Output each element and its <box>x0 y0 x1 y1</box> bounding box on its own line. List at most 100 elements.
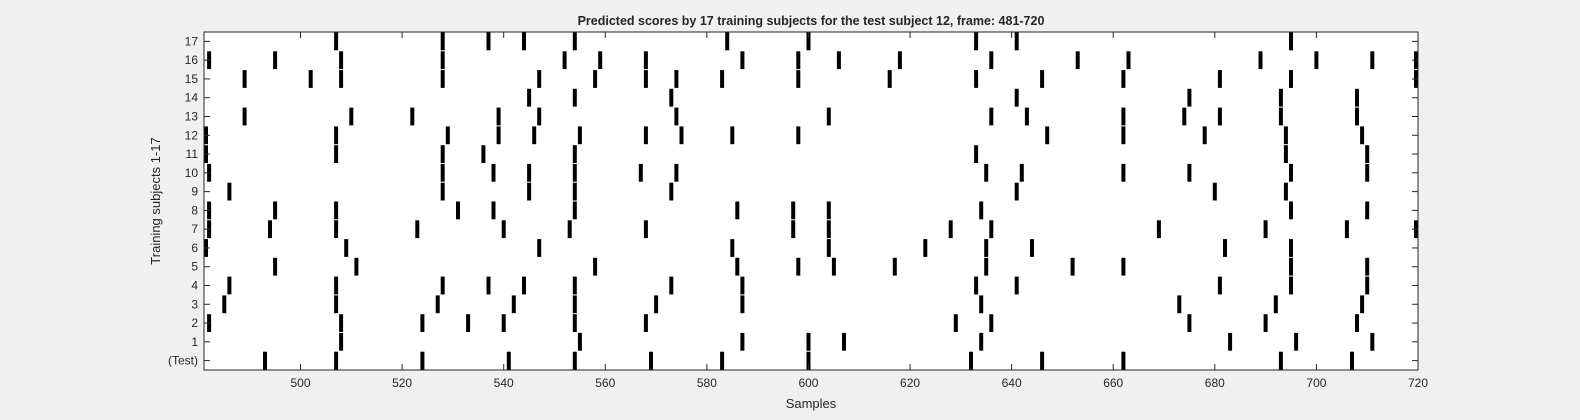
event-bar <box>1278 351 1283 370</box>
event-bar <box>725 32 730 51</box>
event-bar <box>435 295 440 314</box>
event-bar <box>989 107 994 126</box>
event-bar <box>1014 88 1019 107</box>
event-bar <box>1365 201 1370 220</box>
event-bar <box>979 201 984 220</box>
event-bar <box>674 163 679 182</box>
event-bar <box>1121 126 1126 145</box>
event-bar <box>339 51 344 70</box>
event-bar <box>1294 332 1299 351</box>
event-bar <box>486 32 491 51</box>
event-bar <box>669 182 674 201</box>
event-bar <box>440 163 445 182</box>
event-bar <box>593 257 598 276</box>
y-tick-label: 13 <box>185 110 199 124</box>
event-bar <box>791 220 796 239</box>
event-bar <box>1283 182 1288 201</box>
event-bar <box>643 220 648 239</box>
event-bar <box>506 351 511 370</box>
event-bar <box>887 70 892 88</box>
event-bar <box>1187 88 1192 107</box>
event-bar <box>1217 107 1222 126</box>
event-bar <box>222 295 227 314</box>
event-bar <box>1202 126 1207 145</box>
event-bar <box>984 257 989 276</box>
event-bar <box>1030 239 1034 257</box>
event-bar <box>537 70 542 88</box>
event-bar <box>1365 257 1370 276</box>
event-bar <box>339 314 344 332</box>
event-bar <box>740 276 745 295</box>
event-bar <box>334 295 339 314</box>
event-bar <box>1350 351 1354 370</box>
event-bar <box>263 351 267 370</box>
event-bar <box>643 314 648 332</box>
event-bar <box>796 257 801 276</box>
event-bar <box>806 332 811 351</box>
event-bar <box>735 201 740 220</box>
event-bar <box>572 182 577 201</box>
event-bar <box>1355 88 1359 107</box>
event-bar <box>791 201 796 220</box>
event-bar <box>1289 239 1293 257</box>
y-tick-label: 14 <box>185 91 199 105</box>
event-bar <box>445 126 450 145</box>
x-tick-label: 640 <box>1002 376 1022 390</box>
event-bar <box>1182 107 1187 126</box>
event-bar <box>527 163 532 182</box>
event-bar <box>466 314 471 332</box>
x-tick-label: 560 <box>595 376 615 390</box>
event-bar <box>1263 314 1268 332</box>
event-bar <box>669 88 674 107</box>
event-bar <box>953 314 958 332</box>
event-bar <box>339 70 344 88</box>
event-bar <box>1040 351 1045 370</box>
event-bar <box>1289 163 1293 182</box>
event-bar <box>572 88 577 107</box>
event-bar <box>989 51 994 70</box>
event-bar <box>679 126 684 145</box>
event-bar <box>1156 220 1161 239</box>
event-bar <box>1355 314 1359 332</box>
event-bar <box>1283 126 1288 145</box>
x-tick-label: 580 <box>697 376 717 390</box>
event-bar <box>1212 182 1217 201</box>
event-bar <box>562 51 567 70</box>
y-tick-label: 3 <box>191 297 198 311</box>
event-bar <box>1258 51 1263 70</box>
x-tick-label: 500 <box>290 376 310 390</box>
event-bar <box>354 257 359 276</box>
x-tick-label: 620 <box>900 376 920 390</box>
event-bar <box>826 239 831 257</box>
event-bar <box>836 51 841 70</box>
event-bar <box>1126 51 1131 70</box>
x-tick-label: 540 <box>494 376 514 390</box>
event-bar <box>491 201 496 220</box>
event-bar <box>511 295 516 314</box>
event-bar <box>227 182 232 201</box>
y-tick-label: 17 <box>185 34 199 48</box>
event-bar <box>334 145 339 163</box>
event-bar <box>273 51 278 70</box>
event-bar <box>643 70 648 88</box>
event-bar <box>501 314 506 332</box>
event-bar <box>1014 32 1019 51</box>
y-tick-label: 10 <box>185 166 199 180</box>
event-bar <box>984 163 989 182</box>
event-bar <box>572 351 577 370</box>
event-bar <box>831 257 836 276</box>
event-bar <box>974 32 979 51</box>
x-axis-label: Samples <box>786 396 837 411</box>
x-tick-label: 720 <box>1408 376 1428 390</box>
event-bar <box>923 239 928 257</box>
event-bar <box>826 201 831 220</box>
event-bar <box>1273 295 1278 314</box>
event-bar <box>598 51 603 70</box>
event-bar <box>989 314 994 332</box>
y-tick-label: 9 <box>191 185 198 199</box>
event-bar <box>334 201 339 220</box>
event-bar <box>796 51 801 70</box>
event-bar <box>1075 51 1080 70</box>
event-bar <box>1019 163 1024 182</box>
